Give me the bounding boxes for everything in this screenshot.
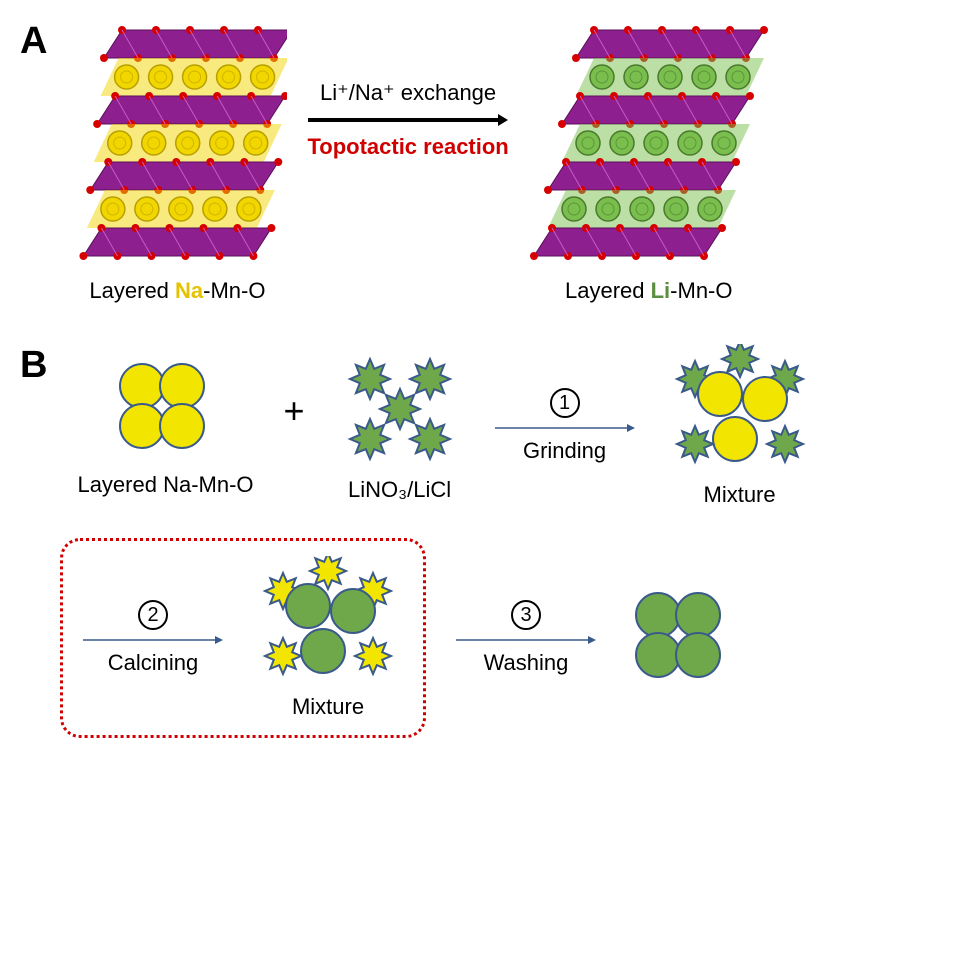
step2: 2 Calcining: [83, 600, 223, 676]
step3: 3 Washing: [456, 600, 596, 676]
calcining-box: 2 Calcining Mixture: [60, 538, 426, 738]
na-mn-o-structure: [67, 20, 287, 270]
green-stars-icon: [335, 349, 465, 469]
mixture2: Mixture: [253, 556, 403, 720]
reagent2-caption: LiNO₃/LiCl: [348, 477, 451, 503]
step3-label: Washing: [484, 650, 569, 676]
panel-b-row2: 2 Calcining Mixture 3 Washing: [60, 538, 952, 738]
step3-num: 3: [511, 600, 541, 630]
mixture2-caption: Mixture: [292, 694, 364, 720]
na-mn-o-caption: Layered Na-Mn-O: [89, 278, 265, 304]
yellow-circles-icon: [110, 354, 220, 464]
li-mn-o-caption: Layered Li-Mn-O: [565, 278, 733, 304]
reagent1-caption: Layered Na-Mn-O: [77, 472, 253, 498]
step1: 1 Grinding: [495, 388, 635, 464]
right-arrow-icon: [308, 110, 508, 130]
panel-b-label: B: [20, 344, 47, 387]
mixture1: Mixture: [665, 344, 815, 508]
green-circles-icon: [626, 583, 736, 693]
thin-arrow-icon: [495, 422, 635, 434]
right-structure: Layered Li-Mn-O: [529, 20, 769, 304]
mixture2-icon: [253, 556, 403, 686]
exchange-label: Li⁺/Na⁺ exchange: [320, 80, 496, 106]
panel-b: B Layered Na-Mn-O + LiNO₃/LiCl 1 Grindin…: [20, 344, 952, 738]
li-mn-o-structure: [529, 20, 769, 270]
step2-label: Calcining: [108, 650, 199, 676]
panel-a-label: A: [20, 20, 47, 63]
step2-num: 2: [138, 600, 168, 630]
reagent1: Layered Na-Mn-O: [77, 354, 253, 498]
mixture1-caption: Mixture: [704, 482, 776, 508]
step1-num: 1: [550, 388, 580, 418]
step1-label: Grinding: [523, 438, 606, 464]
reaction-label: Topotactic reaction: [307, 134, 508, 160]
thin-arrow-icon: [456, 634, 596, 646]
thin-arrow-icon: [83, 634, 223, 646]
plus-sign: +: [284, 390, 305, 462]
reagent2: LiNO₃/LiCl: [335, 349, 465, 503]
panel-a: A Layered Na-Mn-O Li⁺/Na⁺ exchange Topot…: [20, 20, 952, 304]
panel-b-row1: B Layered Na-Mn-O + LiNO₃/LiCl 1 Grindin…: [20, 344, 952, 508]
product: [626, 583, 736, 693]
left-structure: Layered Na-Mn-O: [67, 20, 287, 304]
exchange-arrow-group: Li⁺/Na⁺ exchange Topotactic reaction: [307, 20, 508, 160]
mixture1-icon: [665, 344, 815, 474]
